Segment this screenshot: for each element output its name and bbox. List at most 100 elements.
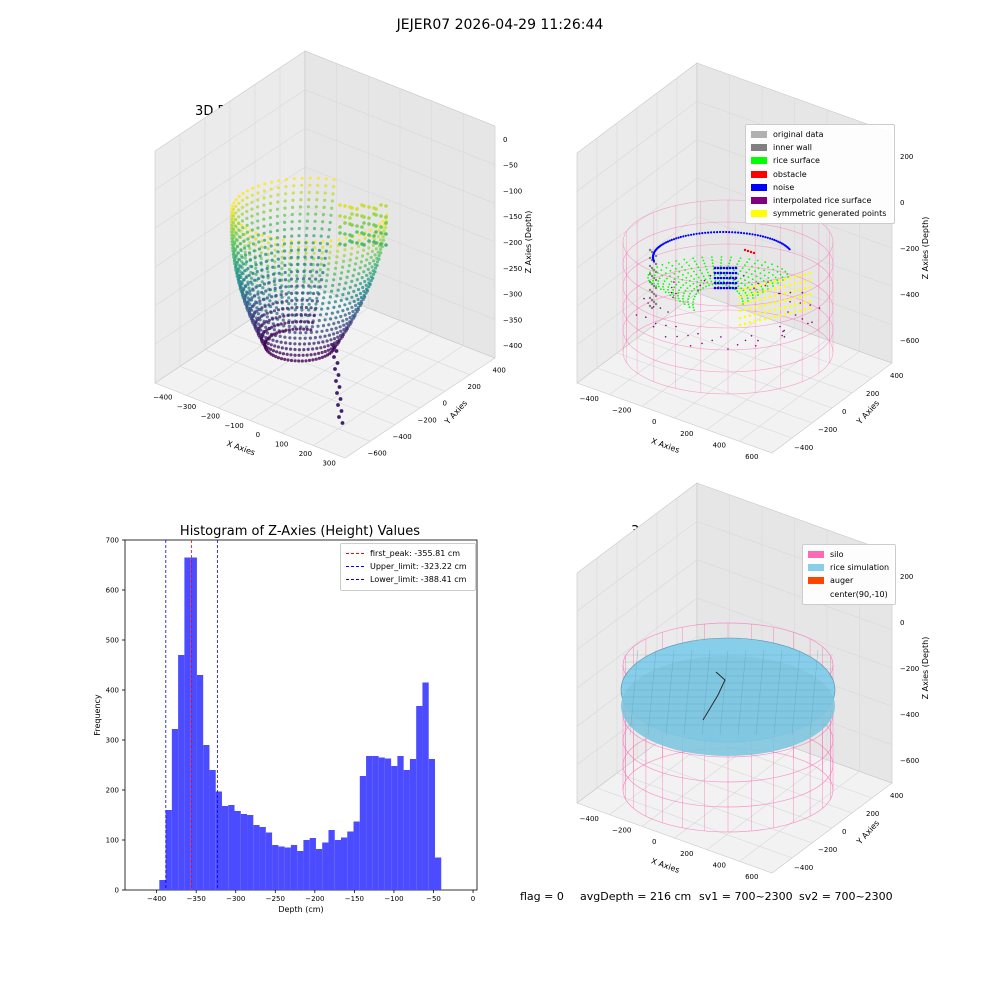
scatter-point bbox=[371, 272, 376, 276]
scatter-point bbox=[365, 258, 369, 262]
scatter-point bbox=[319, 262, 323, 266]
point-rice-surface bbox=[766, 285, 769, 288]
scatter-point bbox=[237, 194, 241, 199]
point-symmetric bbox=[738, 302, 742, 306]
point-rice-surface bbox=[752, 297, 754, 299]
scatter-point bbox=[244, 275, 248, 280]
scatter-point bbox=[317, 256, 321, 260]
point-rice-surface bbox=[739, 270, 742, 272]
point-rice-surface bbox=[744, 279, 746, 282]
scatter-point bbox=[267, 293, 271, 297]
scatter-point bbox=[324, 279, 329, 283]
scatter-point bbox=[320, 355, 324, 359]
point-interpolated bbox=[783, 336, 786, 338]
scatter-point bbox=[338, 203, 342, 207]
scatter-point bbox=[276, 257, 280, 261]
point-rice-surface bbox=[751, 283, 753, 286]
point-noise bbox=[713, 231, 716, 234]
scatter-point bbox=[312, 234, 316, 238]
scatter-point bbox=[258, 283, 262, 288]
scatter-point bbox=[290, 291, 294, 296]
scatter-point bbox=[325, 339, 329, 343]
scatter-point bbox=[268, 288, 272, 292]
scatter-point bbox=[259, 314, 264, 318]
scatter-point bbox=[275, 301, 279, 305]
scatter-point bbox=[237, 201, 241, 205]
scatter-point bbox=[324, 249, 328, 253]
point-noise bbox=[719, 266, 723, 270]
point-noise bbox=[771, 238, 774, 241]
scatter-point bbox=[284, 292, 288, 296]
scatter-point bbox=[379, 247, 383, 251]
point-noise bbox=[759, 234, 762, 237]
scatter-point bbox=[283, 256, 287, 260]
point-interpolated bbox=[689, 345, 692, 347]
scatter-point bbox=[283, 335, 287, 339]
point-rice-surface bbox=[779, 273, 782, 276]
scatter-point bbox=[334, 379, 338, 383]
scatter-point bbox=[322, 205, 326, 209]
point-noise bbox=[716, 281, 720, 285]
point-rice-surface bbox=[692, 306, 695, 309]
scatter-point bbox=[307, 284, 311, 288]
scatter-point bbox=[350, 234, 354, 238]
point-rice-surface bbox=[670, 280, 673, 283]
point-rice-surface bbox=[781, 276, 784, 279]
point-noise bbox=[670, 238, 673, 241]
scatter-point bbox=[284, 341, 288, 345]
point-rice-surface bbox=[750, 291, 753, 294]
point-rice-surface bbox=[730, 256, 732, 259]
scatter-point bbox=[362, 289, 366, 293]
x-tick-label: 0 bbox=[256, 431, 260, 439]
point-symmetric bbox=[783, 291, 787, 295]
scatter-point bbox=[300, 176, 304, 180]
scatter-point bbox=[238, 285, 242, 289]
point-rice-surface bbox=[685, 261, 688, 264]
scatter-point bbox=[258, 302, 262, 306]
scatter-point bbox=[367, 285, 371, 289]
scatter-point bbox=[262, 282, 266, 286]
scatter-point bbox=[279, 357, 284, 361]
scatter-point bbox=[314, 302, 318, 306]
scatter-point bbox=[267, 281, 271, 285]
point-rice-surface bbox=[673, 272, 676, 275]
point-rice-surface bbox=[689, 292, 691, 295]
scatter-point bbox=[318, 285, 322, 289]
point-rice-surface bbox=[712, 265, 715, 267]
point-rice-surface bbox=[667, 261, 670, 264]
scatter-point bbox=[348, 301, 352, 305]
point-rice-surface bbox=[682, 273, 684, 276]
scatter-point bbox=[294, 279, 298, 283]
scatter-point bbox=[322, 263, 326, 267]
legend-label: Lower_limit: -388.41 cm bbox=[370, 575, 467, 585]
scatter-point bbox=[248, 241, 252, 245]
point-symmetric bbox=[768, 302, 772, 306]
scatter-point bbox=[259, 261, 263, 265]
scatter-point bbox=[240, 260, 244, 264]
scatter-point bbox=[343, 243, 347, 247]
y-tick-label: 200 bbox=[866, 810, 879, 818]
legend-item-symmetric: symmetric generated points bbox=[751, 207, 889, 220]
point-rice-surface bbox=[762, 291, 764, 293]
scatter-point bbox=[320, 350, 324, 355]
scatter-point bbox=[310, 299, 314, 303]
point-rice-surface bbox=[737, 273, 740, 275]
scatter-point bbox=[346, 324, 351, 328]
point-symmetric bbox=[763, 303, 767, 307]
scatter-point bbox=[265, 311, 269, 315]
scatter-point bbox=[356, 287, 361, 292]
scatter-point bbox=[295, 305, 299, 310]
point-rice-surface bbox=[781, 268, 783, 270]
point-rice-surface bbox=[687, 272, 689, 274]
point-noise bbox=[698, 232, 701, 235]
scatter-point bbox=[268, 299, 272, 303]
scatter-point bbox=[382, 229, 386, 233]
scatter-point bbox=[362, 204, 366, 208]
point-rice-surface bbox=[685, 276, 688, 279]
scatter-point bbox=[256, 312, 261, 316]
point-symmetric bbox=[743, 301, 747, 305]
scatter-point bbox=[258, 299, 262, 303]
scatter-point bbox=[246, 237, 250, 241]
scatter-point bbox=[365, 273, 369, 277]
scatter-point bbox=[337, 415, 341, 419]
